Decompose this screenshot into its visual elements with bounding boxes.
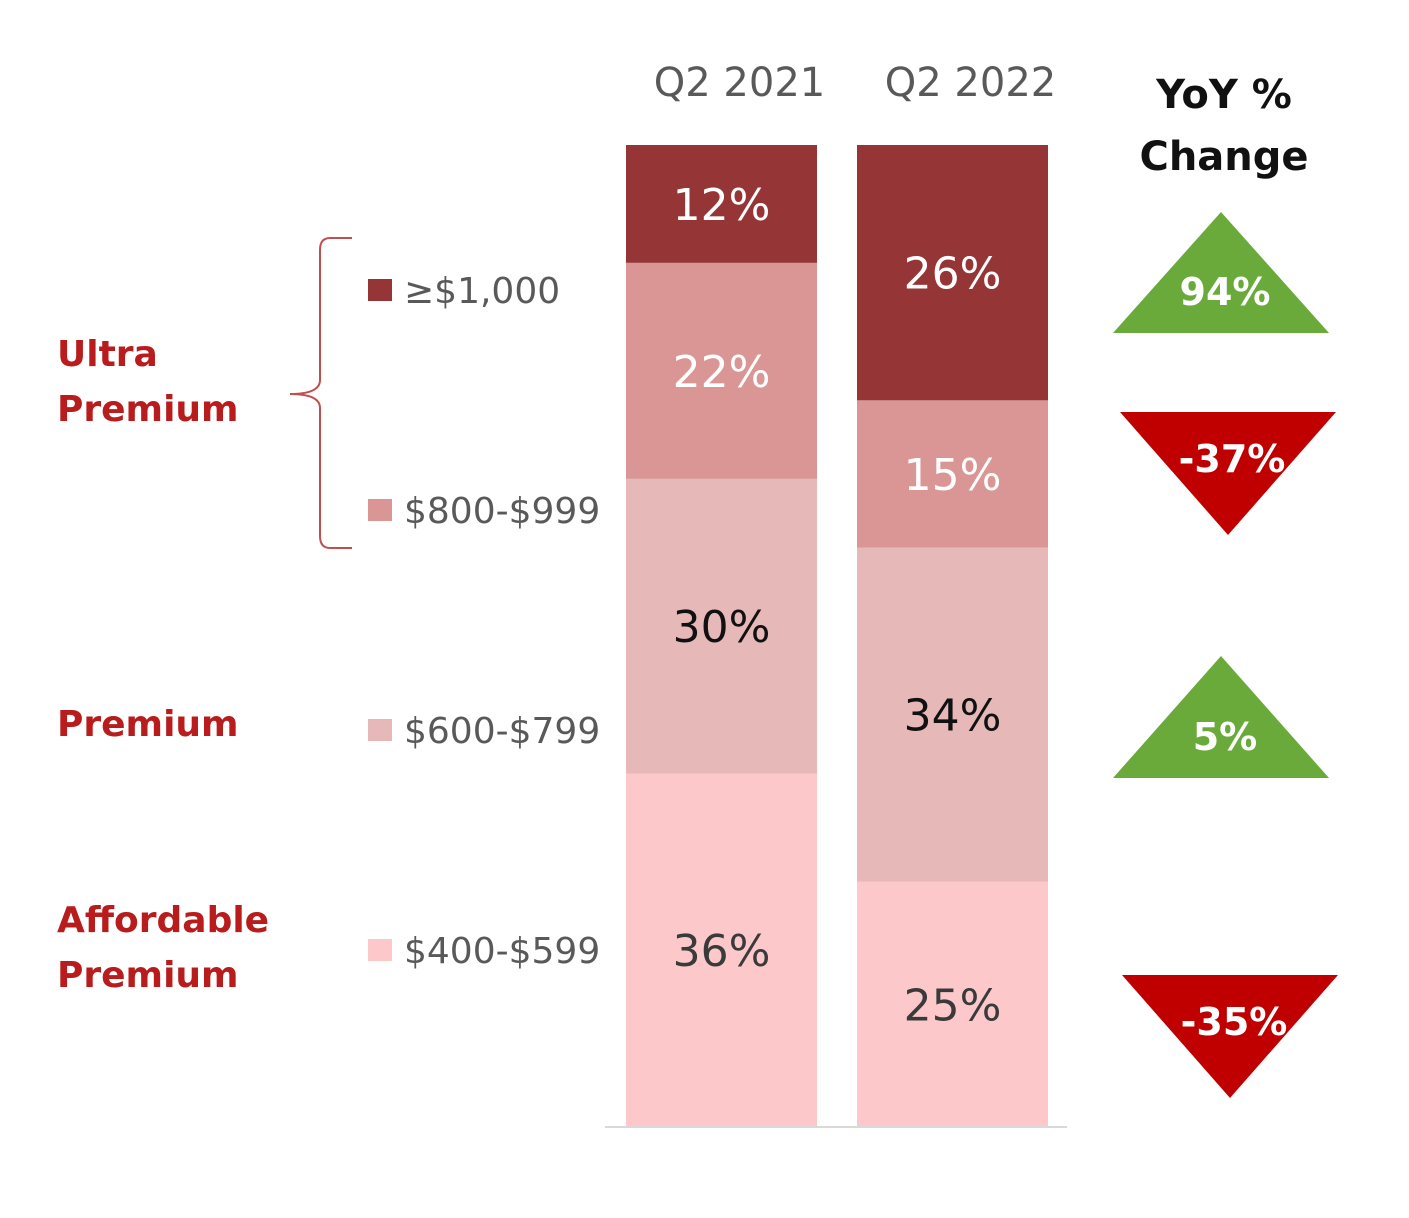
column-titles-layer: Q2 2021 Q2 2022 xyxy=(654,60,1056,106)
yoy-down-arrow-400-599 xyxy=(1122,975,1338,1098)
yoy-label-800-999: -37% xyxy=(1179,437,1286,481)
legend-label-800-999: $800-$999 xyxy=(404,491,600,532)
bar-q2-2021-400-599 xyxy=(626,773,817,1127)
tier-label-1-line-2: Premium xyxy=(57,389,239,430)
column-title-q2-2022: Q2 2022 xyxy=(885,60,1056,106)
tier-label-3-line-2: Premium xyxy=(57,955,239,996)
yoy-down-arrow-800-999 xyxy=(1120,412,1336,535)
bar-q2-2021-600-799 xyxy=(626,478,817,774)
bar-q2-2022-800-999 xyxy=(857,400,1048,548)
legend-swatch-800-999 xyxy=(368,499,392,521)
legend-swatch-600-799 xyxy=(368,719,392,741)
tier-label-2-line-1: Premium xyxy=(57,704,239,745)
yoy-label-400-599: -35% xyxy=(1181,1000,1288,1044)
yoy-change-panel: YoY % Change 94% -37% 5% -35% xyxy=(1113,72,1338,1098)
yoy-label-gte-1-000: 94% xyxy=(1180,270,1271,314)
data-label-q2-2021-400-599: 36% xyxy=(673,926,771,977)
bar-q2-2022-600-799 xyxy=(857,547,1048,882)
legend-label-gte-1-000: ≥$1,000 xyxy=(404,271,560,312)
legend-swatch-gte-1-000 xyxy=(368,279,392,301)
yoy-title-line-1: YoY % xyxy=(1155,72,1292,118)
data-label-q2-2022-gte-1-000: 26% xyxy=(904,249,1002,300)
data-label-q2-2022-600-799: 34% xyxy=(904,691,1002,742)
legend-swatch-400-599 xyxy=(368,939,392,961)
segment-labels-layer: 36% 30% 22% 12% 25% 34% 15% 26% xyxy=(673,180,1002,1031)
yoy-up-arrow-gte-1-000 xyxy=(1113,212,1329,333)
column-title-q2-2021: Q2 2021 xyxy=(654,60,825,106)
legend: ≥$1,000 $800-$999 $600-$799 $400-$599 xyxy=(368,271,600,972)
bar-q2-2021-gte-1-000 xyxy=(626,145,817,263)
tier-label-1-line-1: Ultra xyxy=(57,334,158,375)
bars-layer xyxy=(626,145,1048,1127)
bar-q2-2022-400-599 xyxy=(857,881,1048,1127)
data-label-q2-2022-400-599: 25% xyxy=(904,980,1002,1031)
data-label-q2-2021-800-999: 22% xyxy=(673,347,771,398)
yoy-up-arrow-600-799 xyxy=(1113,656,1329,778)
ultra-premium-brace xyxy=(289,237,352,549)
bar-q2-2022-gte-1-000 xyxy=(857,145,1048,401)
yoy-label-600-799: 5% xyxy=(1193,715,1258,759)
data-label-q2-2021-600-799: 30% xyxy=(673,602,771,653)
data-label-q2-2022-800-999: 15% xyxy=(904,450,1002,501)
legend-label-400-599: $400-$599 xyxy=(404,931,600,972)
bar-q2-2021-800-999 xyxy=(626,262,817,479)
yoy-title-line-2: Change xyxy=(1139,134,1308,180)
tier-label-3-line-1: Affordable xyxy=(57,900,269,941)
data-label-q2-2021-gte-1-000: 12% xyxy=(673,180,771,231)
legend-label-600-799: $600-$799 xyxy=(404,711,600,752)
tier-labels: Ultra Premium Premium Affordable Premium xyxy=(57,334,269,996)
